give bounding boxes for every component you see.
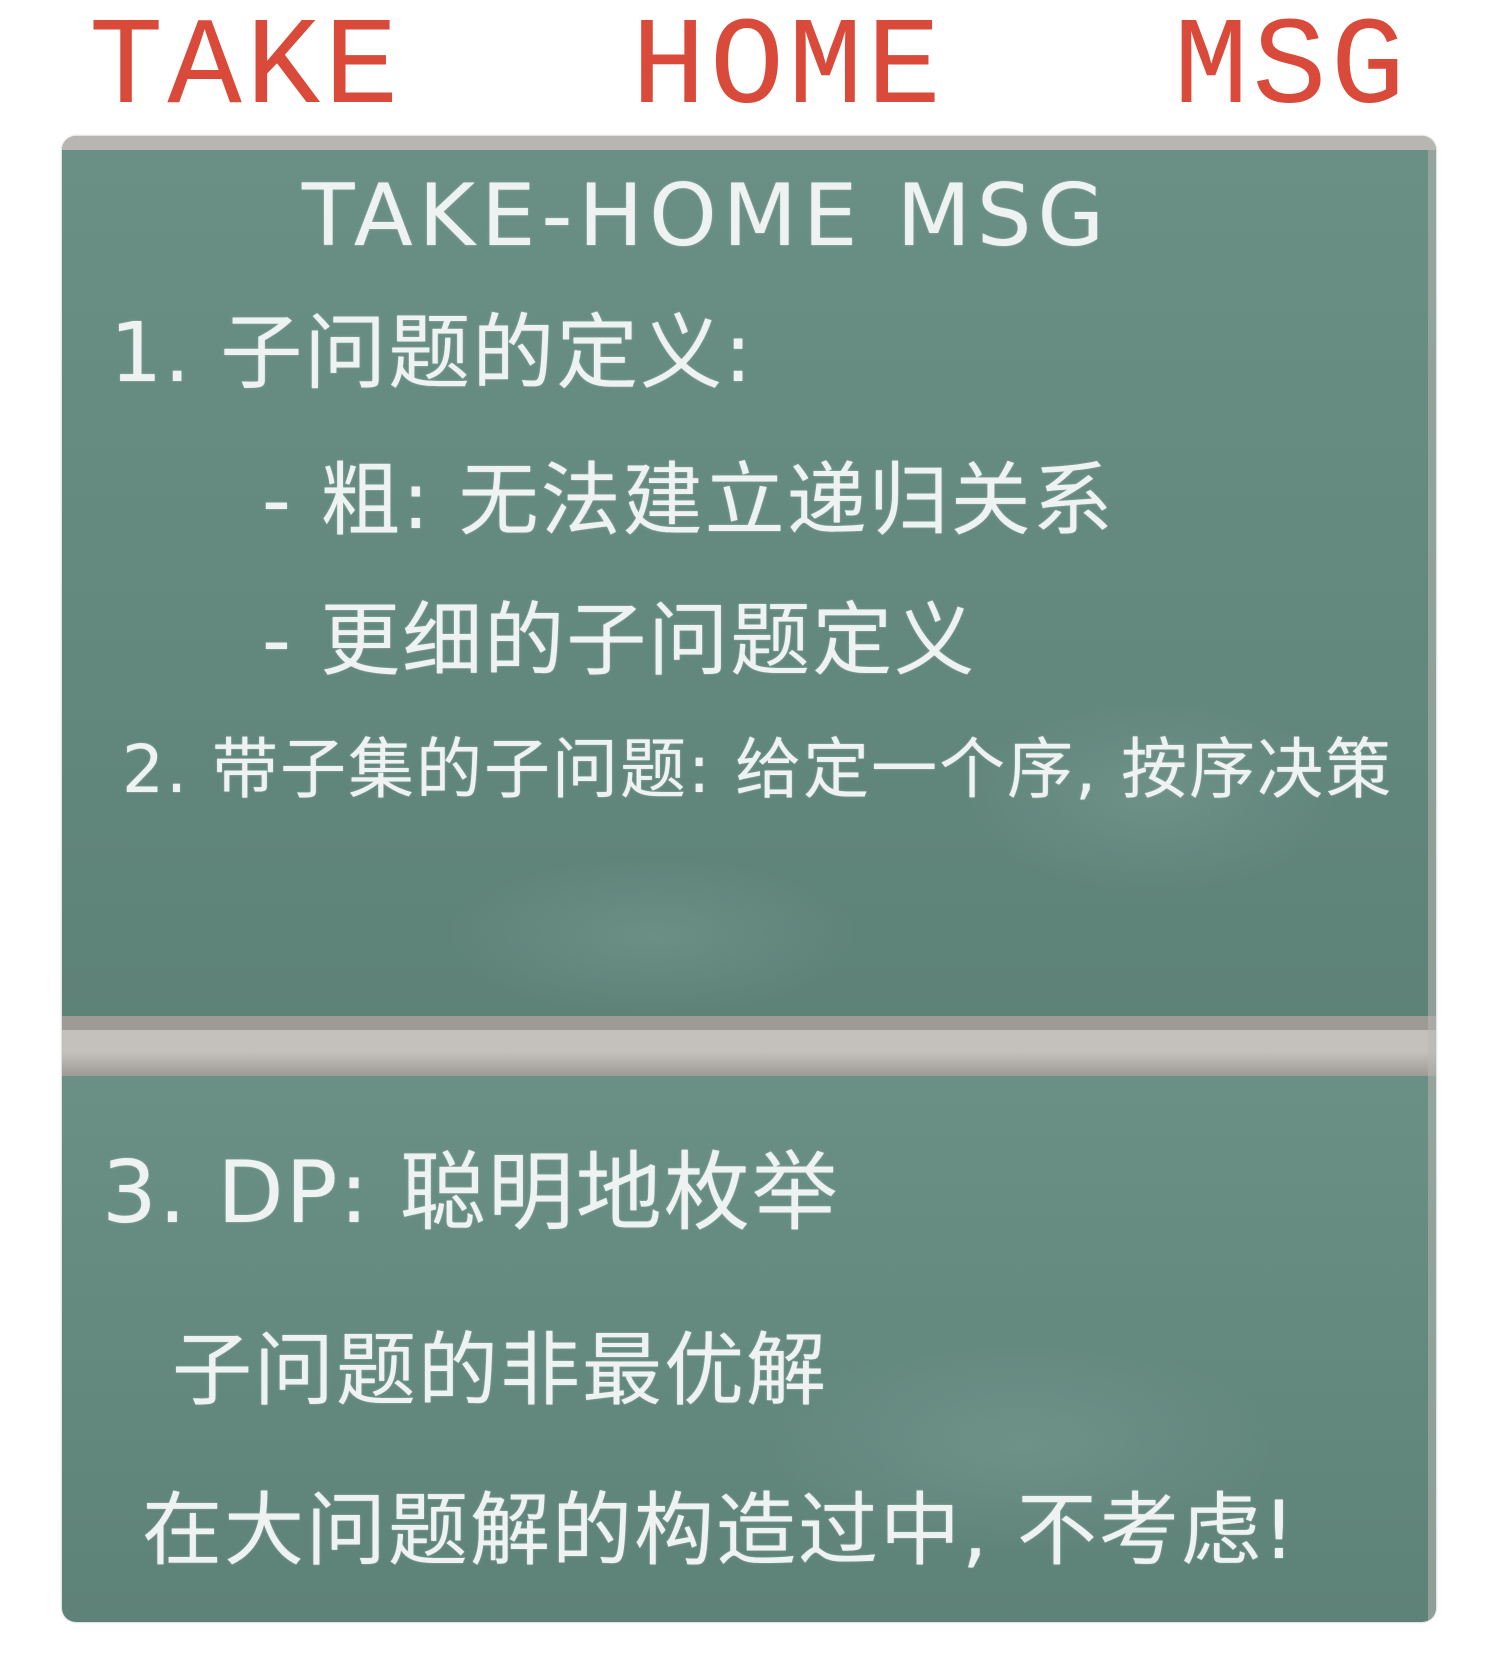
chalk-smudge — [442, 856, 862, 1016]
board-frame-top — [62, 136, 1436, 150]
chalk-tray — [62, 1016, 1436, 1076]
board-item-1-sub-1: - 粗: 无法建立递归关系 — [262, 454, 1115, 547]
chalk-smudge — [962, 696, 1342, 896]
board-item-1: 1. 子问题的定义: — [110, 306, 754, 401]
page-title: TAKE HOME MSG — [88, 0, 1410, 140]
board-frame-right — [1428, 136, 1436, 1622]
tray-rail-upper — [62, 1016, 1436, 1030]
board-heading: TAKE-HOME MSG — [302, 166, 1111, 266]
board-item-3: 3. DP: 聪明地枚举 — [102, 1143, 840, 1243]
board-item-3-line-2: 在大问题解的构造过中, 不考虑! — [142, 1484, 1297, 1577]
chalk-smudge — [762, 1336, 1282, 1556]
blackboard-lower-panel: 3. DP: 聪明地枚举 子问题的非最优解 在大问题解的构造过中, 不考虑! — [62, 1076, 1436, 1622]
board-item-2: 2. 带子集的子问题: 给定一个序, 按序决策 — [122, 731, 1394, 808]
board-item-1-sub-2: - 更细的子问题定义 — [262, 594, 977, 687]
blackboard-photo: TAKE-HOME MSG 1. 子问题的定义: - 粗: 无法建立递归关系 -… — [62, 136, 1436, 1622]
board-item-3-line-1: 子问题的非最优解 — [172, 1324, 828, 1417]
tray-rail-lower — [62, 1052, 1436, 1076]
blackboard-upper-panel: TAKE-HOME MSG 1. 子问题的定义: - 粗: 无法建立递归关系 -… — [62, 136, 1436, 1016]
tray-rail-middle — [62, 1030, 1436, 1052]
